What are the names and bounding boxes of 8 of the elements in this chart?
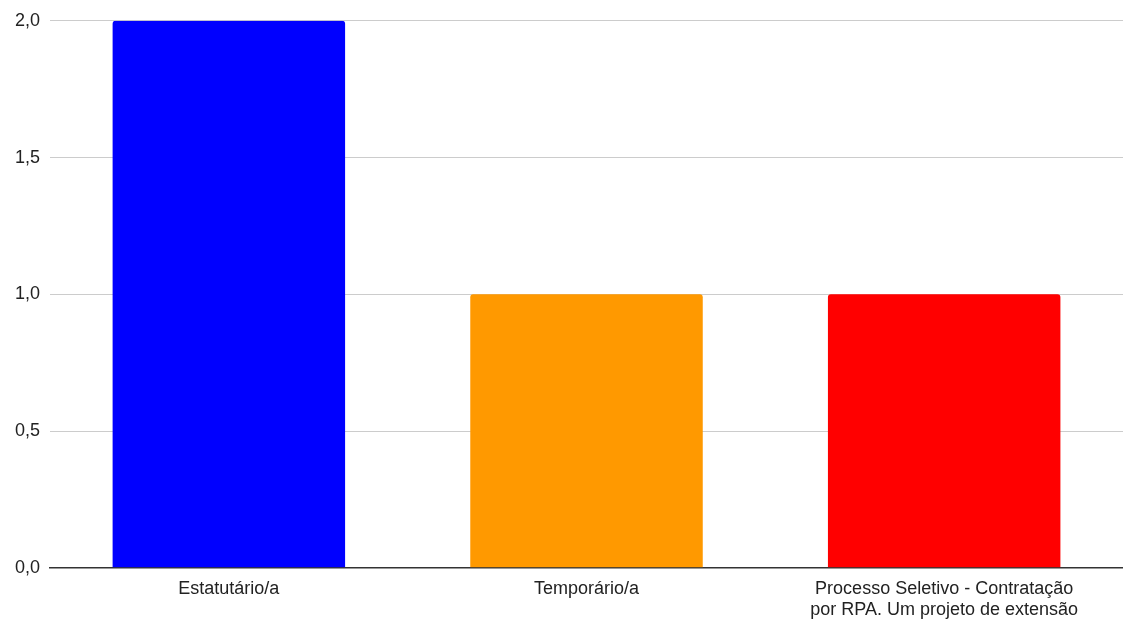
y-tick-label: 2,0 [14,9,41,30]
y-tick-label: 1,5 [14,146,41,167]
x-tick-label: Estatutário/a [178,577,281,598]
y-tick-label: 0,0 [14,556,41,577]
y-tick-label: 1,0 [14,283,41,304]
x-tick-label: Temporário/a [533,577,641,598]
y-tick-label: 0,5 [14,420,41,441]
x-tick-label: Processo Seletivo - Contratação por RPA. Um projeto de extensão [810,577,1079,620]
